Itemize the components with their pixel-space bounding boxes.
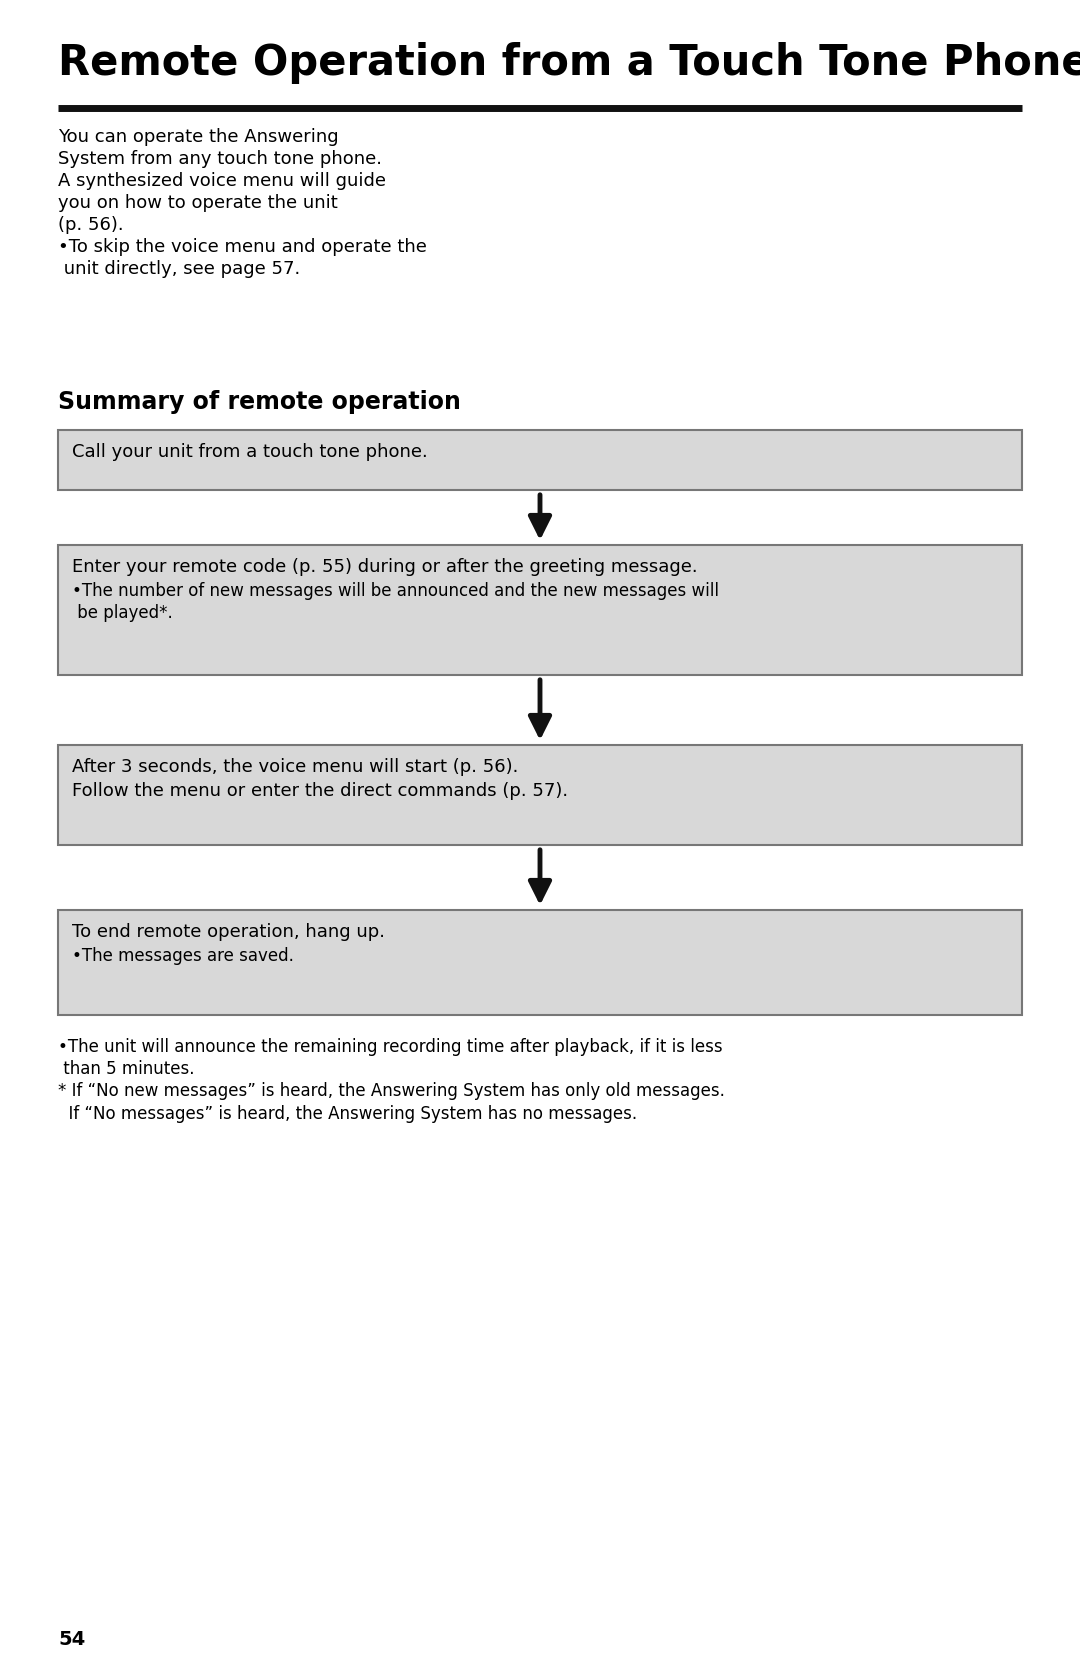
Text: You can operate the Answering: You can operate the Answering (58, 129, 339, 145)
FancyBboxPatch shape (58, 546, 1022, 674)
Text: A synthesized voice menu will guide: A synthesized voice menu will guide (58, 172, 386, 190)
Text: unit directly, see page 57.: unit directly, see page 57. (58, 260, 300, 279)
Text: * If “No new messages” is heard, the Answering System has only old messages.: * If “No new messages” is heard, the Ans… (58, 1083, 725, 1100)
Text: you on how to operate the unit: you on how to operate the unit (58, 194, 338, 212)
Text: •The messages are saved.: •The messages are saved. (72, 946, 294, 965)
Text: •The number of new messages will be announced and the new messages will: •The number of new messages will be anno… (72, 582, 719, 601)
Text: Remote Operation from a Touch Tone Phone: Remote Operation from a Touch Tone Phone (58, 42, 1080, 83)
Text: •The unit will announce the remaining recording time after playback, if it is le: •The unit will announce the remaining re… (58, 1038, 723, 1056)
FancyBboxPatch shape (58, 744, 1022, 845)
Text: Call your unit from a touch tone phone.: Call your unit from a touch tone phone. (72, 442, 428, 461)
Text: Enter your remote code (p. 55) during or after the greeting message.: Enter your remote code (p. 55) during or… (72, 557, 698, 576)
Text: 54: 54 (58, 1631, 85, 1649)
Text: After 3 seconds, the voice menu will start (p. 56).: After 3 seconds, the voice menu will sta… (72, 758, 518, 776)
Text: (p. 56).: (p. 56). (58, 215, 123, 234)
Text: than 5 minutes.: than 5 minutes. (58, 1060, 194, 1078)
Text: Summary of remote operation: Summary of remote operation (58, 391, 461, 414)
FancyBboxPatch shape (58, 910, 1022, 1015)
Text: System from any touch tone phone.: System from any touch tone phone. (58, 150, 382, 169)
FancyBboxPatch shape (58, 431, 1022, 491)
Text: To end remote operation, hang up.: To end remote operation, hang up. (72, 923, 384, 941)
Text: be played*.: be played*. (72, 604, 173, 623)
Text: If “No messages” is heard, the Answering System has no messages.: If “No messages” is heard, the Answering… (58, 1105, 637, 1123)
Text: •To skip the voice menu and operate the: •To skip the voice menu and operate the (58, 239, 427, 255)
Text: Follow the menu or enter the direct commands (p. 57).: Follow the menu or enter the direct comm… (72, 783, 568, 799)
